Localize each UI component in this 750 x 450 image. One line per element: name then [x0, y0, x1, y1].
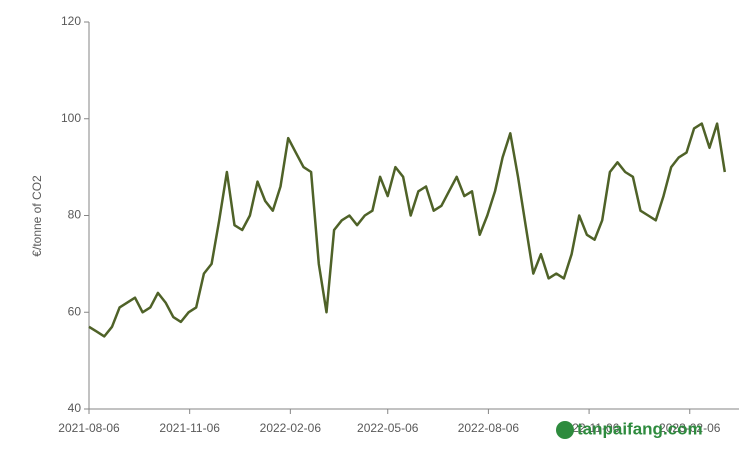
x-tick-label: 2022-02-06: [260, 421, 322, 435]
y-tick-label: 40: [68, 401, 82, 415]
y-tick-label: 100: [61, 111, 81, 125]
y-tick-label: 60: [68, 304, 82, 318]
watermark: tanpaifang.com: [577, 419, 703, 438]
y-tick-label: 120: [61, 14, 81, 28]
price-line: [88, 122, 727, 338]
watermark-logo: [556, 421, 574, 439]
x-tick-label: 2023-02-06: [659, 421, 721, 435]
x-tick-label: 2022-11-06: [559, 421, 620, 435]
y-axis-label: €/tonne of CO2: [30, 175, 44, 257]
x-tick-label: 2021-11-06: [159, 421, 220, 435]
x-tick-label: 2022-08-06: [458, 421, 520, 435]
y-tick-label: 80: [68, 208, 82, 222]
x-tick-label: 2022-05-06: [357, 421, 419, 435]
x-tick-label: 2021-08-06: [58, 421, 120, 435]
